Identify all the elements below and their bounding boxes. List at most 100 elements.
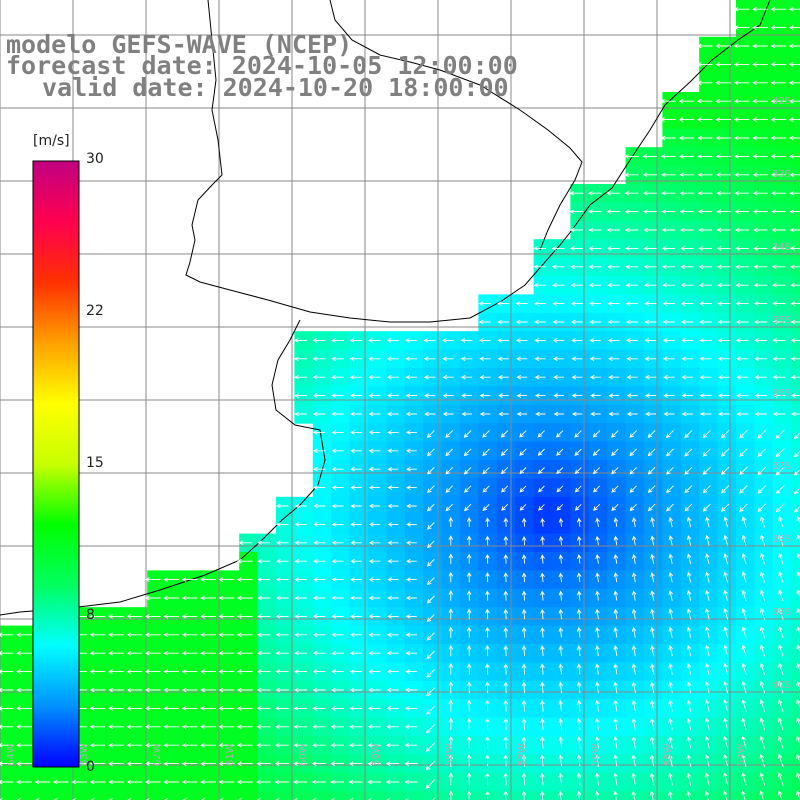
wind-arrow — [666, 466, 674, 475]
colorbar — [32, 160, 80, 768]
wind-arrow — [705, 626, 710, 638]
wind-arrow — [592, 448, 601, 456]
wind-arrow — [594, 790, 600, 800]
wind-cell — [533, 791, 553, 800]
wind-arrow — [686, 608, 692, 620]
wind-arrow — [611, 485, 619, 493]
wind-arrow — [218, 687, 235, 693]
wind-cell — [791, 736, 800, 755]
wind-arrow — [181, 724, 198, 730]
wind-arrow — [752, 98, 768, 104]
wind-arrow — [680, 282, 694, 288]
wind-arrow — [330, 798, 345, 800]
wind-arrow — [631, 553, 637, 564]
wind-arrow — [350, 577, 362, 582]
wind-arrow — [552, 338, 565, 343]
wind-arrow — [778, 680, 784, 694]
wind-cell — [791, 570, 800, 590]
wind-arrow — [236, 577, 253, 582]
wind-arrow — [796, 753, 800, 764]
wind-arrow — [702, 448, 711, 457]
wind-arrow — [680, 246, 694, 251]
wind-arrow — [661, 172, 676, 178]
wind-arrow — [558, 627, 564, 638]
wind-arrow — [551, 246, 565, 251]
lat-label: 32S — [772, 96, 791, 107]
wind-cell — [165, 791, 185, 800]
wind-arrow — [387, 430, 399, 435]
wind-arrow — [735, 282, 749, 288]
wind-arrow — [294, 595, 307, 601]
wind-arrow — [386, 687, 399, 693]
wind-arrow — [753, 209, 768, 214]
wind-arrow — [386, 798, 400, 800]
wind-arrow — [793, 487, 800, 495]
wind-arrow — [521, 535, 527, 546]
wind-arrow — [606, 246, 620, 251]
wind-arrow — [89, 687, 106, 693]
wind-arrow — [126, 724, 143, 730]
wind-cell — [791, 588, 800, 608]
wind-arrow — [678, 135, 694, 141]
wind-arrow — [631, 717, 637, 731]
lat-label: 36S — [772, 388, 791, 399]
wind-arrow — [426, 448, 435, 457]
wind-arrow — [126, 632, 143, 638]
wind-arrow — [696, 62, 713, 67]
wind-arrow — [686, 516, 692, 528]
wind-arrow — [741, 735, 747, 749]
wind-arrow — [558, 554, 564, 564]
wind-arrow — [368, 448, 381, 454]
wind-arrow — [772, 356, 786, 362]
wind-arrow — [704, 681, 710, 694]
wind-arrow — [533, 246, 547, 251]
wind-arrow — [752, 43, 768, 49]
wind-arrow — [485, 626, 490, 638]
wind-arrow — [89, 761, 106, 766]
colorbar-unit: [m/s] — [33, 133, 70, 149]
wind-arrow — [752, 25, 768, 30]
wind-arrow — [330, 338, 344, 343]
wind-arrow — [330, 742, 344, 748]
wind-arrow — [126, 761, 143, 766]
wind-arrow — [558, 772, 563, 786]
wind-cell — [570, 791, 590, 800]
wind-arrow — [218, 761, 235, 766]
wind-arrow — [771, 246, 786, 251]
wind-arrow — [350, 503, 362, 509]
wind-arrow — [144, 632, 161, 638]
wind-arrow — [606, 190, 621, 196]
wind-arrow — [312, 669, 326, 674]
wind-arrow — [181, 632, 198, 638]
wind-arrow — [426, 522, 435, 530]
wind-arrow — [576, 572, 582, 583]
wind-arrow — [312, 338, 326, 343]
wind-arrow — [715, 117, 731, 122]
wind-arrow — [624, 190, 639, 196]
wind-arrow — [650, 626, 655, 638]
wind-arrow — [424, 393, 436, 398]
wind-arrow — [649, 790, 655, 800]
wind-cell — [754, 791, 774, 800]
wind-arrow — [540, 699, 545, 712]
wind-arrow — [595, 535, 600, 546]
wind-arrow — [503, 517, 509, 527]
wind-arrow — [788, 135, 800, 141]
wind-arrow — [668, 553, 674, 564]
wind-arrow — [793, 468, 800, 476]
wind-arrow — [89, 632, 106, 638]
wind-arrow — [650, 516, 655, 528]
wind-arrow — [770, 80, 787, 86]
wind-arrow — [331, 393, 344, 398]
wind-arrow — [405, 650, 418, 656]
wind-arrow — [448, 717, 454, 731]
wind-arrow — [313, 448, 326, 454]
wind-arrow — [425, 779, 436, 789]
wind-arrow — [705, 608, 710, 620]
wind-arrow — [16, 742, 32, 748]
longitude-labels: 64W63W62W61W60W59W58W57W56W55W54W53W — [6, 743, 747, 766]
wind-arrow — [696, 98, 713, 104]
wind-arrow — [576, 590, 582, 601]
wind-cell — [625, 791, 645, 800]
